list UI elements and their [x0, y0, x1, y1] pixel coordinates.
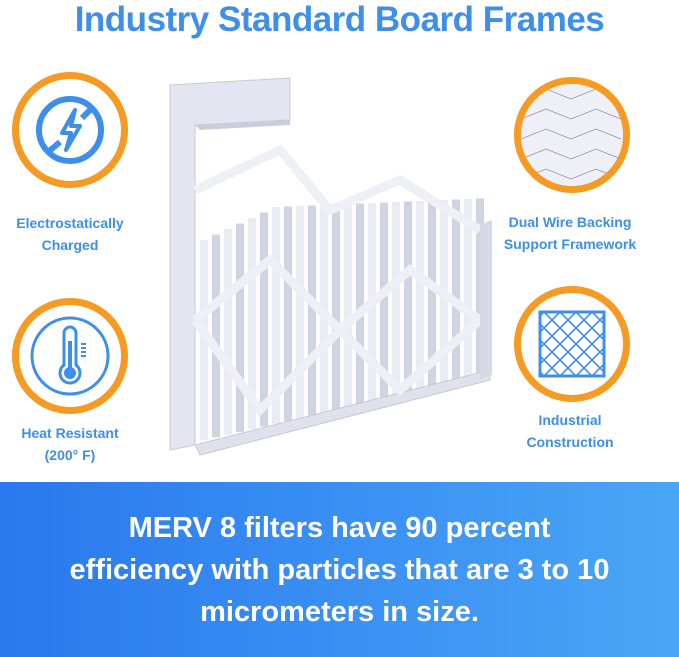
- feature-label-industrial: Industrial Construction: [480, 409, 660, 453]
- label-line: (200° F): [44, 447, 96, 463]
- filter-pleat: [296, 206, 304, 419]
- wire-mesh-photo: [521, 84, 623, 186]
- filter-pleat: [380, 202, 388, 400]
- filter-pleat: [404, 201, 412, 395]
- filter-pleat: [392, 202, 400, 397]
- thermometer-icon: [30, 316, 110, 396]
- label-line: Support Framework: [503, 236, 637, 252]
- filter-pleat: [356, 203, 364, 405]
- filter-pleat: [332, 204, 340, 411]
- filter-pleat: [224, 229, 232, 435]
- label-line: Heat Resistant: [21, 425, 119, 441]
- label-line: Construction: [526, 434, 614, 450]
- grid-frame-icon: [538, 310, 606, 378]
- filter-pleat: [416, 201, 424, 392]
- label-line: Electrostatically: [16, 215, 124, 231]
- filter-pleat: [284, 206, 292, 422]
- filter-pleat: [248, 218, 256, 430]
- electrostatic-badge: [12, 72, 128, 188]
- banner-text: MERV 8 filters have 90 percent efficienc…: [69, 511, 610, 628]
- wire-backing-badge: [514, 77, 630, 193]
- heat-resistant-badge: [12, 298, 128, 414]
- air-filter-image: [169, 77, 492, 456]
- info-banner: MERV 8 filters have 90 percent efficienc…: [0, 482, 679, 657]
- label-line: Charged: [41, 237, 99, 253]
- feature-label-electrostatic: Electrostatically Charged: [0, 212, 160, 256]
- filter-pleat: [344, 204, 352, 408]
- filter-pleat: [428, 200, 436, 389]
- industrial-badge: [514, 286, 630, 402]
- filter-pleat: [260, 212, 268, 427]
- filter-pleat: [452, 199, 460, 384]
- filter-pleat: [236, 223, 244, 432]
- no-lightning-icon: [36, 96, 104, 164]
- filter-pleat: [308, 205, 316, 416]
- feature-label-wire: Dual Wire Backing Support Framework: [480, 211, 660, 255]
- filter-pleat: [212, 234, 220, 438]
- page-title: Industry Standard Board Frames: [74, 0, 605, 39]
- filter-pleat: [464, 199, 472, 381]
- feature-label-heat: Heat Resistant (200° F): [0, 422, 160, 466]
- label-line: Industrial: [538, 412, 602, 428]
- filter-pleat: [272, 207, 280, 424]
- label-line: Dual Wire Backing: [508, 214, 632, 230]
